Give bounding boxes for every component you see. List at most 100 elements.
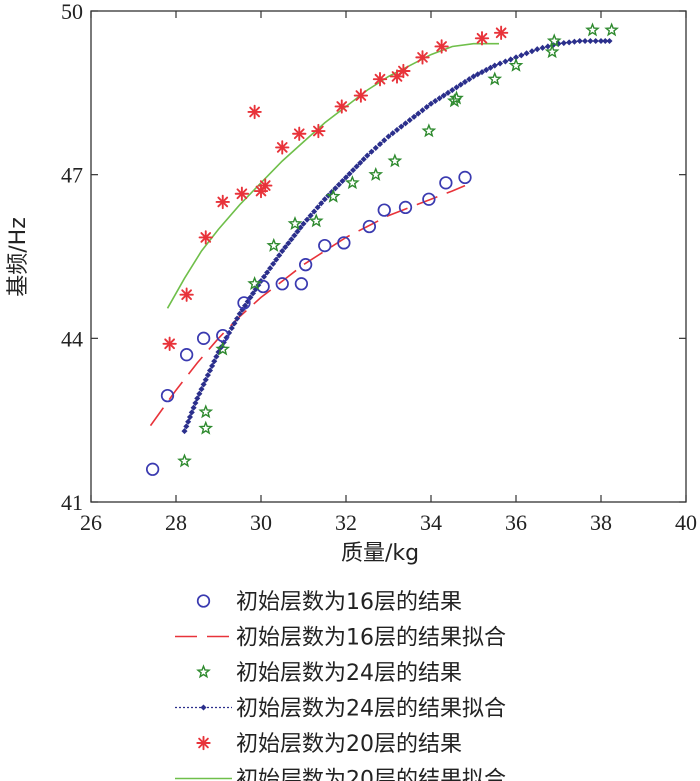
legend-label: 初始层数为20层的结果拟合 bbox=[236, 768, 506, 781]
line-marker bbox=[190, 404, 197, 411]
legend-item: 初始层数为20层的结果拟合 bbox=[175, 768, 506, 781]
line-marker bbox=[228, 325, 235, 332]
data-point bbox=[422, 192, 436, 206]
line-marker bbox=[544, 43, 551, 50]
line-marker bbox=[276, 252, 283, 259]
data-point bbox=[372, 72, 388, 87]
data-point bbox=[334, 99, 349, 114]
legend-item: 初始层数为24层的结果拟合 bbox=[175, 697, 506, 722]
data-point bbox=[345, 175, 360, 190]
data-point bbox=[196, 331, 211, 345]
x-axis-label: 质量/kg bbox=[341, 541, 419, 566]
line-marker bbox=[372, 144, 379, 151]
data-point bbox=[198, 230, 213, 245]
line-marker bbox=[368, 148, 375, 155]
data-point bbox=[318, 238, 332, 253]
data-point bbox=[487, 71, 503, 86]
data-point bbox=[368, 166, 384, 181]
x-tick-label: 28 bbox=[165, 510, 187, 535]
data-point bbox=[493, 25, 509, 40]
plot-border bbox=[90, 10, 687, 503]
series-6 bbox=[166, 42, 499, 309]
line-marker bbox=[432, 97, 439, 105]
line-marker bbox=[582, 37, 589, 45]
line-marker bbox=[291, 232, 298, 239]
line-marker bbox=[192, 399, 199, 407]
line-marker bbox=[449, 87, 456, 94]
data-point bbox=[362, 219, 377, 234]
line-marker bbox=[385, 133, 392, 140]
series-line bbox=[166, 42, 499, 309]
line-marker bbox=[211, 358, 218, 365]
line-marker bbox=[419, 107, 426, 114]
series-2 bbox=[149, 184, 466, 427]
line-marker bbox=[457, 81, 464, 88]
series-line bbox=[183, 40, 610, 432]
line-marker bbox=[350, 167, 357, 174]
legend-label: 初始层数为20层的结果 bbox=[236, 732, 462, 757]
legend-item: 初始层数为16层的结果 bbox=[196, 590, 462, 615]
line-marker bbox=[587, 37, 594, 45]
line-marker bbox=[202, 376, 209, 383]
legend-swatch bbox=[196, 664, 211, 679]
line-marker bbox=[185, 418, 192, 425]
data-point bbox=[160, 388, 175, 403]
x-tick-label: 30 bbox=[250, 510, 272, 535]
line-marker bbox=[539, 44, 546, 51]
line-marker bbox=[478, 69, 486, 76]
x-tick-label: 36 bbox=[505, 510, 527, 535]
line-marker bbox=[188, 409, 195, 416]
line-marker bbox=[282, 244, 289, 251]
data-point bbox=[234, 186, 250, 201]
line-marker bbox=[234, 315, 241, 322]
line-marker bbox=[427, 100, 435, 107]
line-marker bbox=[523, 50, 530, 57]
legend-label: 初始层数为16层的结果拟合 bbox=[236, 626, 506, 651]
line-marker bbox=[209, 362, 216, 369]
line-marker bbox=[466, 76, 473, 83]
data-point bbox=[474, 31, 490, 46]
legend-label: 初始层数为24层的结果 bbox=[236, 661, 462, 686]
x-tick-label: 38 bbox=[590, 510, 612, 535]
line-marker bbox=[389, 130, 396, 137]
data-point bbox=[508, 57, 524, 72]
line-marker bbox=[311, 208, 318, 215]
data-point bbox=[198, 420, 214, 435]
line-marker bbox=[279, 248, 286, 255]
line-marker bbox=[273, 256, 280, 263]
line-marker bbox=[393, 126, 401, 133]
data-point bbox=[308, 213, 324, 228]
line-marker bbox=[183, 423, 190, 430]
line-marker bbox=[285, 240, 292, 247]
data-point bbox=[287, 216, 303, 231]
line-marker bbox=[339, 178, 346, 185]
data-point bbox=[544, 44, 560, 59]
data-point bbox=[237, 296, 251, 310]
line-marker bbox=[294, 228, 301, 235]
data-point bbox=[179, 287, 194, 302]
legend-swatch bbox=[196, 594, 211, 608]
y-tick-label: 44 bbox=[61, 326, 83, 351]
line-marker bbox=[606, 37, 613, 45]
line-marker bbox=[483, 66, 490, 73]
y-tick-label: 50 bbox=[61, 0, 83, 24]
legend-label: 初始层数为24层的结果拟合 bbox=[236, 697, 506, 722]
data-point bbox=[145, 462, 160, 476]
data-point bbox=[337, 236, 351, 250]
data-point bbox=[449, 90, 464, 105]
line-marker bbox=[304, 216, 311, 223]
line-marker bbox=[236, 310, 243, 317]
data-point bbox=[162, 336, 177, 351]
line-marker bbox=[335, 181, 342, 188]
line-marker bbox=[602, 37, 609, 45]
data-point bbox=[179, 348, 194, 362]
data-point bbox=[247, 276, 262, 291]
line-marker bbox=[491, 62, 498, 69]
line-marker bbox=[474, 71, 481, 78]
line-marker bbox=[270, 260, 277, 267]
y-tick-label: 47 bbox=[61, 163, 83, 188]
legend-swatch bbox=[196, 735, 211, 751]
legend: 初始层数为16层的结果初始层数为16层的结果拟合初始层数为24层的结果初始层数为… bbox=[175, 590, 506, 781]
data-point bbox=[415, 50, 430, 65]
